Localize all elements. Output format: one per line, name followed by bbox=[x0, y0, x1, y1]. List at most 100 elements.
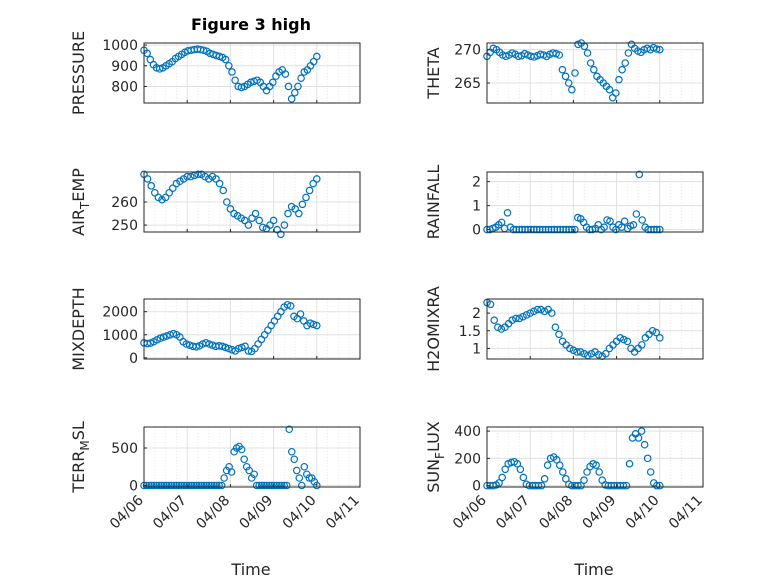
data-point bbox=[312, 175, 321, 183]
data-point bbox=[616, 334, 625, 342]
data-point bbox=[276, 230, 285, 239]
y-axis-label-subscript: F bbox=[433, 452, 447, 459]
data-point bbox=[590, 65, 598, 74]
y-tick-label: 0 bbox=[472, 479, 481, 495]
data-point bbox=[309, 320, 318, 329]
data-point bbox=[172, 481, 181, 490]
data-point bbox=[307, 474, 316, 482]
data-point bbox=[257, 481, 266, 490]
y-tick-label: 1.5 bbox=[459, 324, 481, 340]
data-point bbox=[252, 481, 261, 490]
y-tick-label: 1000 bbox=[102, 38, 138, 54]
data-point bbox=[555, 461, 564, 469]
data-point bbox=[294, 82, 302, 91]
data-point bbox=[218, 342, 227, 351]
data-point bbox=[221, 55, 230, 64]
data-point bbox=[619, 335, 628, 344]
data-point bbox=[601, 349, 610, 358]
data-point bbox=[269, 78, 277, 87]
data-point bbox=[250, 470, 258, 479]
axes-box bbox=[143, 298, 361, 360]
y-tick-label: 400 bbox=[454, 424, 481, 440]
data-point bbox=[255, 481, 264, 490]
panel-terr_msl: 0 500 04/06 04/07 04/08 04/09 04/10 04/11 TERRMS… bbox=[69, 421, 363, 532]
data-point bbox=[519, 312, 527, 321]
data-point bbox=[297, 481, 306, 490]
data-point bbox=[245, 466, 253, 475]
data-point bbox=[526, 309, 535, 317]
x-tick-label: 04/07 bbox=[493, 493, 533, 533]
data-point bbox=[242, 462, 251, 471]
data-point bbox=[219, 186, 228, 195]
y-tick-label: 900 bbox=[111, 59, 138, 75]
data-point bbox=[312, 321, 321, 330]
data-point bbox=[580, 349, 589, 358]
y-tick-label: 0 bbox=[129, 351, 138, 367]
data-point bbox=[215, 481, 223, 490]
data-point bbox=[165, 481, 173, 490]
panel-sun_flux: 0 200 400 04/06 04/07 04/08 04/09 04/10 04/11 SUN… bbox=[424, 421, 706, 532]
axes-box bbox=[486, 298, 704, 360]
data-point bbox=[258, 223, 267, 232]
data-point bbox=[565, 344, 574, 353]
data-point bbox=[155, 481, 163, 490]
data-point bbox=[533, 305, 542, 314]
y-axis-label-main: SUN bbox=[424, 459, 443, 493]
data-point bbox=[183, 172, 192, 181]
data-point bbox=[266, 221, 274, 229]
data-point bbox=[231, 76, 239, 85]
data-point bbox=[152, 481, 161, 490]
data-point bbox=[244, 221, 253, 229]
data-point bbox=[147, 182, 156, 190]
data-point bbox=[265, 481, 274, 490]
data-point bbox=[284, 82, 293, 91]
panel-rainfall: 0 1 2 RAINFALL bbox=[424, 165, 704, 240]
data-point bbox=[161, 193, 170, 202]
x-axis-label-right: Time bbox=[573, 560, 613, 579]
data-point bbox=[197, 481, 206, 490]
y-tick-label: 265 bbox=[454, 76, 481, 92]
data-point bbox=[490, 316, 499, 324]
y-axis-label-main: AIR bbox=[69, 209, 88, 236]
data-point bbox=[150, 481, 158, 490]
data-point bbox=[514, 52, 523, 61]
data-point bbox=[281, 70, 290, 78]
data-point bbox=[282, 481, 291, 490]
data-point bbox=[157, 481, 166, 490]
data-point bbox=[162, 481, 171, 490]
data-point bbox=[622, 481, 631, 490]
data-point bbox=[534, 481, 543, 490]
data-point bbox=[230, 447, 238, 456]
data-point bbox=[167, 481, 176, 490]
x-axis-label-left: Time bbox=[230, 560, 270, 579]
y-tick-label: 250 bbox=[111, 218, 138, 234]
x-tick-label: 04/07 bbox=[150, 493, 190, 533]
data-point bbox=[605, 85, 614, 94]
data-point bbox=[640, 440, 649, 449]
data-point bbox=[295, 474, 304, 482]
y-tick-label: 270 bbox=[454, 43, 481, 59]
data-point bbox=[540, 307, 549, 316]
data-point bbox=[555, 330, 563, 339]
data-point bbox=[558, 468, 567, 476]
data-point bbox=[571, 225, 579, 234]
data-point bbox=[522, 311, 531, 319]
data-point bbox=[207, 481, 216, 490]
data-point bbox=[595, 468, 603, 476]
y-axis-label-rest: LUX bbox=[424, 421, 443, 452]
y-axis-label: RAINFALL bbox=[424, 165, 443, 240]
data-point bbox=[637, 341, 646, 349]
data-point bbox=[270, 481, 279, 490]
data-point bbox=[215, 179, 224, 188]
data-point bbox=[643, 454, 652, 463]
axes-box bbox=[486, 171, 704, 233]
data-point bbox=[503, 209, 512, 217]
data-point bbox=[221, 343, 230, 352]
data-point bbox=[142, 481, 151, 490]
data-point bbox=[296, 310, 305, 318]
data-point bbox=[269, 216, 278, 225]
data-point bbox=[262, 481, 271, 490]
data-point bbox=[205, 340, 214, 348]
data-point bbox=[194, 170, 202, 179]
data-point bbox=[635, 170, 644, 179]
